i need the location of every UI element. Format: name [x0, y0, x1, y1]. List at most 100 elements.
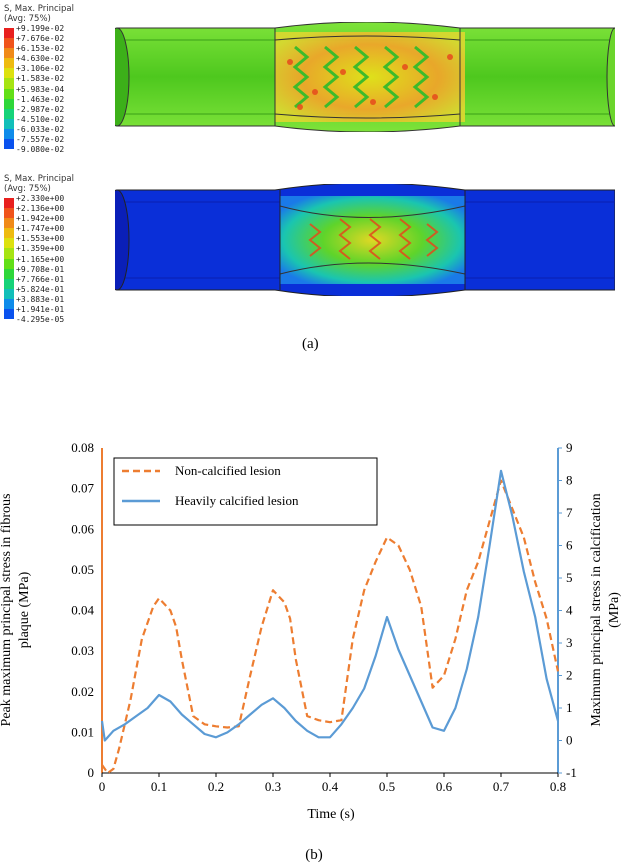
y-right-tick-label: 9	[566, 440, 573, 455]
colorbar-segment	[4, 298, 14, 310]
vessel-contour-top	[115, 22, 615, 132]
x-tick-label: 0.8	[550, 779, 566, 794]
x-tick-label: 0.6	[436, 779, 453, 794]
colorbar-value: +3.106e-02	[16, 64, 65, 74]
x-tick-label: 0.1	[151, 779, 167, 794]
y-right-tick-label: 7	[566, 505, 573, 520]
colorbar-segment	[4, 288, 14, 299]
x-tick-label: 0.2	[208, 779, 224, 794]
colorbar-segment	[4, 128, 14, 140]
y-right-tick-label: 6	[566, 538, 573, 553]
colorbar-segment	[4, 38, 14, 49]
colorbar-segment	[4, 198, 14, 209]
y-left-tick-label: 0.07	[71, 481, 94, 496]
stent-region-bottom	[280, 196, 465, 284]
colorbar-value: +9.708e-01	[16, 264, 65, 274]
figure-a: S, Max. Principal (Avg: 75%) +9.199e-02 +…	[0, 0, 629, 360]
legend-title-top: S, Max. Principal (Avg: 75%)	[4, 4, 74, 24]
y-right-tick-label: 3	[566, 635, 573, 650]
y-right-tick-label: 8	[566, 473, 573, 488]
colorbar-value: +7.676e-02	[16, 34, 65, 44]
y-right-tick-label: -1	[566, 765, 577, 780]
colorbar-value: -9.080e-02	[16, 145, 65, 155]
colorbar-value: +1.941e-01	[16, 305, 65, 315]
legend-title-bottom: S, Max. Principal (Avg: 75%)	[4, 174, 74, 194]
y-right-tick-label: 5	[566, 570, 573, 585]
y-right-tick-label: 4	[566, 603, 573, 618]
colorbar-values-top: +9.199e-02 +7.676e-02 +6.153e-02 +4.630e-02…	[16, 24, 64, 155]
colorbar-value: +5.983e-04	[16, 84, 65, 94]
colorbar-segment	[4, 218, 14, 229]
colorbar-segment	[4, 118, 14, 129]
colorbar-value: -2.987e-02	[16, 104, 65, 114]
x-tick-label: 0	[99, 779, 106, 794]
colorbar-top	[4, 28, 14, 150]
colorbar-segment	[4, 268, 14, 279]
svg-text:Peak maximum principal stress: Peak maximum principal stress in fibrous	[0, 494, 14, 727]
y-left-tick-label: 0.03	[71, 643, 94, 658]
series-line-calcified	[100, 469, 560, 742]
colorbar-value: +4.630e-02	[16, 54, 65, 64]
y-left-tick-label: 0	[88, 765, 95, 780]
colorbar-value: +2.330e+00	[16, 194, 65, 203]
colorbar-segment	[4, 108, 14, 119]
colorbar-value: +1.583e-02	[16, 74, 65, 84]
colorbar-value: -6.033e-02	[16, 124, 65, 134]
colorbar-bottom	[4, 198, 14, 320]
legend-label-calcified: Heavily calcified lesion	[175, 493, 299, 508]
colorbar-value: +1.359e+00	[16, 244, 65, 254]
x-tick-label: 0.7	[493, 779, 510, 794]
vessel-contour-bottom	[115, 184, 615, 296]
svg-text:(MPa): (MPa)	[607, 592, 622, 628]
y-left-tick-label: 0.04	[71, 603, 94, 618]
colorbar-value: +1.165e+00	[16, 254, 65, 264]
y-right-tick-label: 1	[566, 700, 573, 715]
colorbar-values-bottom: +2.330e+00 +2.136e+00 +1.942e+00 +1.747e+00…	[16, 194, 64, 325]
y-left-tick-label: 0.02	[71, 684, 94, 699]
colorbar-value: -7.557e-02	[16, 135, 65, 145]
chart-legend: Non-calcified lesion Heavily calcified l…	[113, 457, 378, 526]
y-left-tick-label: 0.05	[71, 562, 94, 577]
colorbar-segment	[4, 208, 14, 219]
svg-text:Maximum principal stress in c: Maximum principal stress in calcificatio…	[589, 493, 604, 726]
stent-region-top	[275, 32, 465, 122]
colorbar-segment	[4, 258, 14, 269]
colorbar-value: +2.136e+00	[16, 204, 65, 214]
legend-label-noncalcified: Non-calcified lesion	[175, 463, 281, 478]
colorbar-segment	[4, 68, 14, 79]
svg-text:plaque (MPa): plaque (MPa)	[17, 571, 32, 648]
y-left-tick-label: 0.08	[71, 440, 94, 455]
colorbar-value: -4.510e-02	[16, 114, 65, 124]
colorbar-segment	[4, 78, 14, 89]
y-right-tick-label: 2	[566, 668, 573, 683]
y-right-axis-title: Maximum principal stress in calcificatio…	[589, 493, 622, 726]
colorbar-value: -1.463e-02	[16, 94, 65, 104]
colorbar-segment	[4, 228, 14, 239]
x-tick-label: 0.5	[379, 779, 395, 794]
colorbar-segment	[4, 278, 14, 289]
chart-ticks: 0 0.1 0.2 0.3 0.4 0.5 0.6 0.7 0.8 0 0.01 0.02 0.03 0.…	[71, 440, 577, 794]
colorbar-segment	[4, 238, 14, 249]
colorbar-segment	[4, 28, 14, 39]
colorbar-segment	[4, 48, 14, 59]
y-left-axis-title: Peak maximum principal stress in fibrous…	[0, 494, 32, 727]
colorbar-segment	[4, 309, 14, 320]
colorbar-value: +3.883e-01	[16, 294, 65, 304]
colorbar-value: +7.766e-01	[16, 274, 65, 284]
series-line-noncalcified	[101, 479, 560, 775]
caption-b: (b)	[305, 847, 323, 863]
colorbar-value: +1.747e+00	[16, 224, 65, 234]
colorbar-value: +1.553e+00	[16, 234, 65, 244]
colorbar-value: -4.295e-05	[16, 315, 65, 325]
colorbar-value: +5.824e-01	[16, 284, 65, 294]
colorbar-segment	[4, 88, 14, 99]
colorbar-value: +9.199e-02	[16, 24, 65, 33]
y-left-tick-label: 0.01	[71, 724, 94, 739]
stress-time-chart: Peak maximum principal stress in fibrous…	[0, 440, 622, 863]
colorbar-segment	[4, 58, 14, 69]
y-left-tick-label: 0.06	[71, 521, 94, 536]
colorbar-value: +6.153e-02	[16, 44, 65, 54]
colorbar-value: +1.942e+00	[16, 214, 65, 224]
chart-series	[100, 469, 560, 775]
colorbar-segment	[4, 98, 14, 109]
